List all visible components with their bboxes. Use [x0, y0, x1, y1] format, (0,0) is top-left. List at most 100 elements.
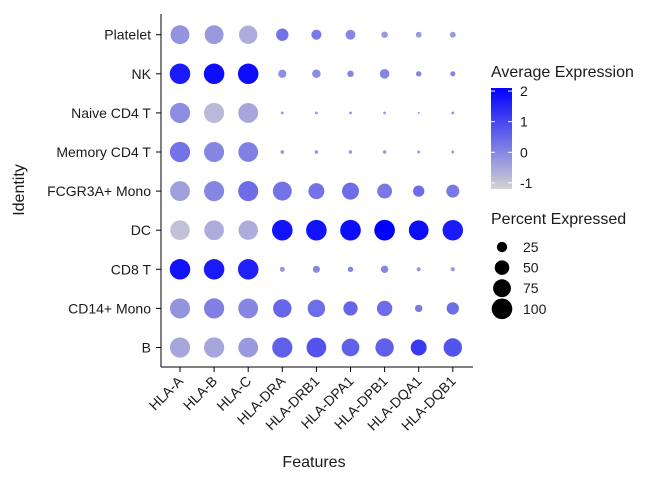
dot-dc-hla-dqa1 — [408, 220, 429, 241]
size-legend-items: 25 50 75 100 — [491, 239, 547, 320]
dot-cd14-mono-hla-dqb1 — [446, 302, 459, 315]
dot-b-hla-drb1 — [306, 337, 327, 358]
x-axis-title: Features — [282, 454, 345, 471]
dot-memory-cd4-t-hla-b — [204, 141, 225, 163]
dot-naive-cd4-t-hla-dqb1 — [451, 111, 455, 115]
dot-cd14-mono-hla-dpa1 — [343, 301, 358, 316]
color-legend: Average Expression 2 1 0 -1 — [491, 64, 634, 191]
dot-cd8-t-hla-drb1 — [312, 265, 320, 273]
dot-nk-hla-dpa1 — [347, 70, 354, 78]
color-legend-title: Average Expression — [491, 64, 634, 81]
dot-memory-cd4-t-hla-dpa1 — [348, 150, 353, 154]
dot-fcgr3a-mono-hla-b — [204, 181, 225, 202]
dot-b-hla-b — [204, 337, 225, 358]
dot-cd8-t-hla-dqb1 — [450, 267, 455, 272]
dot-cd8-t-hla-dra — [279, 266, 285, 272]
dot-platelet-hla-drb1 — [311, 29, 322, 40]
color-legend-label: -1 — [520, 175, 533, 191]
dot-b-hla-dqa1 — [410, 339, 427, 356]
dot-cd14-mono-hla-b — [204, 298, 225, 319]
size-legend-title: Percent Expressed — [491, 211, 626, 228]
dot-platelet-hla-dra — [276, 28, 289, 41]
dot-nk-hla-b — [203, 63, 225, 85]
dot-b-hla-dpb1 — [375, 338, 394, 357]
color-legend-label: 1 — [520, 114, 528, 130]
dot-cd14-mono-hla-dra — [273, 299, 292, 318]
dot-naive-cd4-t-hla-dpb1 — [383, 111, 387, 115]
dot-dc-hla-b — [204, 220, 224, 241]
dot-dc-hla-dqb1 — [442, 219, 464, 241]
dot-naive-cd4-t-hla-dra — [280, 111, 284, 115]
dot-nk-hla-dqb1 — [450, 71, 456, 77]
dot-memory-cd4-t-hla-a — [169, 141, 191, 163]
dot-nk-hla-dra — [278, 69, 287, 78]
size-legend-dot — [496, 241, 508, 253]
dots-layer — [169, 25, 464, 358]
dot-dc-hla-a — [170, 220, 190, 241]
dot-fcgr3a-mono-hla-dpb1 — [377, 183, 393, 199]
color-legend-ticks: 2 1 0 -1 — [491, 83, 533, 191]
dot-fcgr3a-mono-hla-dra — [272, 181, 292, 201]
dot-dc-hla-drb1 — [306, 219, 327, 241]
dot-dc-hla-c — [238, 220, 258, 240]
dot-b-hla-a — [169, 337, 191, 358]
size-legend-dot — [493, 279, 511, 298]
dot-naive-cd4-t-hla-a — [169, 102, 191, 123]
dot-cd8-t-hla-dqa1 — [416, 267, 421, 272]
dot-b-hla-c — [238, 337, 259, 358]
y-tick-label: CD8 T — [111, 261, 152, 277]
y-tick-label: CD14+ Mono — [68, 300, 151, 316]
color-legend-label: 2 — [520, 83, 528, 99]
dot-fcgr3a-mono-hla-drb1 — [308, 183, 325, 200]
dot-platelet-hla-dpa1 — [345, 29, 356, 40]
dot-memory-cd4-t-hla-dpb1 — [382, 150, 387, 154]
size-legend-label: 25 — [523, 239, 539, 255]
x-tick-label: HLA-B — [180, 373, 220, 413]
dot-b-hla-dra — [272, 337, 293, 358]
dot-b-hla-dpa1 — [341, 338, 360, 357]
dot-dc-hla-dpb1 — [374, 219, 395, 241]
dot-naive-cd4-t-hla-b — [204, 102, 225, 123]
dot-memory-cd4-t-hla-dra — [280, 150, 285, 154]
dot-fcgr3a-mono-hla-dqa1 — [413, 185, 425, 197]
dot-fcgr3a-mono-hla-a — [170, 181, 190, 202]
y-axis-title: Identity — [11, 164, 28, 216]
size-legend-label: 100 — [523, 301, 547, 317]
dot-cd14-mono-hla-a — [169, 298, 191, 319]
dot-platelet-hla-dpb1 — [381, 31, 388, 38]
dot-cd14-mono-hla-drb1 — [307, 299, 326, 318]
dot-memory-cd4-t-hla-dqa1 — [417, 150, 421, 154]
dot-fcgr3a-mono-hla-c — [238, 181, 259, 202]
dot-naive-cd4-t-hla-dpa1 — [349, 111, 352, 115]
dot-cd8-t-hla-b — [203, 259, 225, 280]
dot-cd14-mono-hla-c — [238, 298, 259, 319]
dot-memory-cd4-t-hla-drb1 — [314, 150, 319, 154]
color-legend-bar — [491, 88, 512, 189]
dot-fcgr3a-mono-hla-dpa1 — [342, 182, 359, 200]
dot-platelet-hla-dqa1 — [415, 31, 422, 38]
size-legend-label: 75 — [523, 280, 539, 296]
dot-nk-hla-dqa1 — [415, 71, 422, 77]
dot-naive-cd4-t-hla-drb1 — [314, 111, 318, 115]
x-tick-label: HLA-A — [146, 372, 187, 413]
dot-cd8-t-hla-c — [237, 259, 259, 280]
size-legend-label: 50 — [523, 260, 539, 276]
color-legend-label: 0 — [520, 144, 528, 160]
dot-cd8-t-hla-dpb1 — [380, 265, 389, 274]
dot-nk-hla-a — [169, 63, 191, 85]
dot-fcgr3a-mono-hla-dqb1 — [446, 184, 460, 198]
dot-cd8-t-hla-dpa1 — [347, 266, 354, 273]
size-legend-dot — [491, 298, 513, 320]
y-tick-label: FCGR3A+ Mono — [47, 183, 151, 199]
dot-nk-hla-dpb1 — [379, 68, 390, 79]
dot-platelet-hla-dqb1 — [449, 31, 456, 38]
dot-platelet-hla-c — [238, 25, 258, 44]
dot-platelet-hla-a — [170, 25, 190, 45]
dot-cd14-mono-hla-dqa1 — [414, 304, 423, 313]
y-axis-ticks: B CD14+ Mono CD8 T DC FCGR3A+ Mono Memory CD4… — [47, 27, 161, 356]
y-tick-label: Naive CD4 T — [71, 105, 151, 121]
y-tick-label: NK — [132, 66, 152, 82]
x-axis-ticks: HLA-AHLA-BHLA-CHLA-DRAHLA-DRB1HLA-DPA1HL… — [146, 367, 459, 434]
y-tick-label: Platelet — [104, 27, 151, 43]
